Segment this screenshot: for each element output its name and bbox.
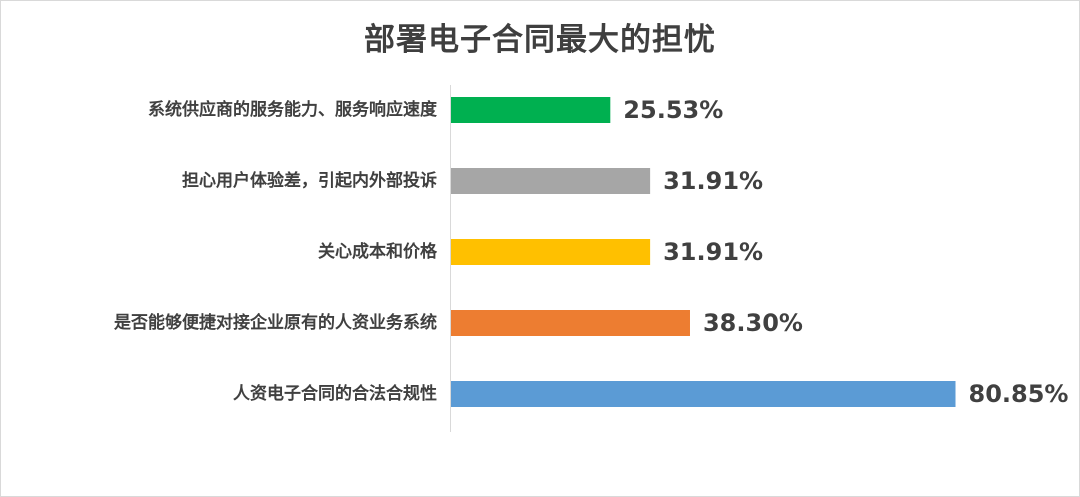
data-label: 31.91% bbox=[663, 167, 763, 195]
category-label: 关心成本和价格 bbox=[318, 241, 438, 262]
data-label: 80.85% bbox=[969, 380, 1069, 408]
bar bbox=[451, 97, 611, 123]
bar bbox=[451, 310, 690, 336]
data-label: 38.30% bbox=[703, 309, 803, 337]
data-label: 25.53% bbox=[623, 96, 723, 124]
category-label: 系统供应商的服务能力、服务响应速度 bbox=[148, 99, 438, 120]
chart-title: 部署电子合同最大的担忧 bbox=[364, 22, 716, 58]
bar bbox=[451, 168, 651, 194]
category-label: 是否能够便捷对接企业原有的人资业务系统 bbox=[114, 312, 437, 333]
bar bbox=[451, 381, 956, 407]
data-label: 31.91% bbox=[663, 238, 763, 266]
category-label: 人资电子合同的合法合规性 bbox=[233, 383, 437, 404]
bar bbox=[451, 239, 651, 265]
category-label: 担心用户体验差，引起内外部投诉 bbox=[182, 170, 437, 191]
